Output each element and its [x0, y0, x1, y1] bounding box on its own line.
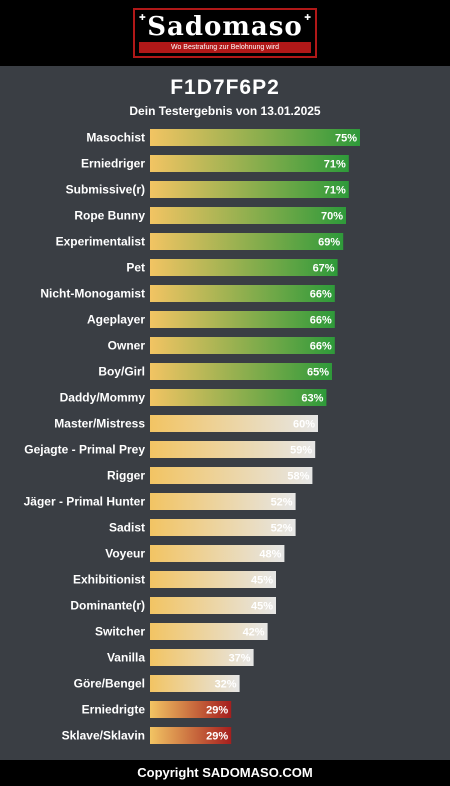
value-label: 70%	[321, 211, 343, 223]
category-label: Jäger - Primal Hunter	[24, 495, 146, 509]
category-label: Rope Bunny	[74, 209, 145, 223]
value-label: 71%	[324, 185, 346, 197]
value-label: 42%	[243, 627, 265, 639]
category-label: Ageplayer	[87, 313, 145, 327]
category-label: Rigger	[107, 469, 145, 483]
bar	[150, 285, 335, 302]
value-label: 63%	[301, 393, 323, 405]
result-title: F1D7F6P2	[170, 76, 280, 99]
category-label: Masochist	[86, 131, 145, 145]
site-logo[interactable]: ✚ Sadomaso ✚ Wo Bestrafung zur Belohnung…	[133, 8, 317, 58]
category-label: Nicht-Monogamist	[40, 287, 145, 301]
bar	[150, 337, 335, 354]
bar	[150, 415, 318, 432]
category-label: Pet	[126, 261, 145, 275]
bar	[150, 545, 285, 562]
bar	[150, 571, 276, 588]
bar	[150, 311, 335, 328]
category-label: Experimentalist	[56, 235, 145, 249]
category-label: Daddy/Mommy	[60, 391, 146, 405]
value-label: 52%	[271, 497, 293, 509]
bar	[150, 493, 296, 510]
value-label: 59%	[290, 445, 312, 457]
category-label: Owner	[108, 339, 146, 353]
logo-text: Sadomaso	[147, 12, 303, 42]
bar	[150, 181, 349, 198]
bar	[150, 701, 232, 718]
bar	[150, 363, 332, 380]
category-label: Submissive(r)	[66, 183, 145, 197]
category-label: Dominante(r)	[70, 599, 145, 613]
category-label: Erniedrigte	[82, 703, 146, 717]
category-label: Erniedriger	[81, 157, 145, 171]
value-label: 52%	[271, 523, 293, 535]
value-label: 45%	[251, 575, 273, 587]
bar	[150, 233, 344, 250]
value-label: 66%	[310, 315, 332, 327]
value-label: 71%	[324, 159, 346, 171]
bar	[150, 727, 232, 744]
logo-tagline: Wo Bestrafung zur Belohnung wird	[139, 42, 311, 53]
category-label: Vanilla	[107, 651, 145, 665]
category-label: Switcher	[95, 625, 145, 639]
bar	[150, 129, 360, 146]
value-label: 45%	[251, 601, 273, 613]
category-label: Gejagte - Primal Prey	[24, 443, 145, 457]
value-label: 29%	[206, 705, 228, 717]
category-label: Sklave/Sklavin	[62, 729, 145, 743]
bar	[150, 259, 338, 276]
value-label: 67%	[313, 263, 335, 275]
footer-copyright: Copyright SADOMASO.COM	[0, 760, 450, 786]
bar	[150, 389, 327, 406]
category-label: Master/Mistress	[54, 417, 145, 431]
value-label: 32%	[215, 679, 237, 691]
category-label: Boy/Girl	[98, 365, 145, 379]
result-subtitle: Dein Testergebnis von 13.01.2025	[129, 104, 321, 118]
bar	[150, 207, 346, 224]
value-label: 65%	[307, 367, 329, 379]
logo-ornament-icon: ✚	[139, 13, 146, 22]
bar	[150, 649, 254, 666]
value-label: 58%	[287, 471, 309, 483]
value-label: 66%	[310, 289, 332, 301]
bar	[150, 597, 276, 614]
bar	[150, 519, 296, 536]
value-label: 66%	[310, 341, 332, 353]
category-label: Voyeur	[105, 547, 145, 561]
value-label: 75%	[335, 133, 357, 145]
category-label: Exhibitionist	[73, 573, 145, 587]
value-label: 37%	[229, 653, 251, 665]
header-bar: ✚ Sadomaso ✚ Wo Bestrafung zur Belohnung…	[0, 0, 450, 66]
bar	[150, 441, 316, 458]
bar	[150, 675, 240, 692]
value-label: 69%	[318, 237, 340, 249]
value-label: 29%	[206, 731, 228, 743]
category-label: Sadist	[109, 521, 145, 535]
logo-ornament-icon: ✚	[304, 13, 311, 22]
bar	[150, 467, 313, 484]
bar	[150, 155, 349, 172]
category-label: Göre/Bengel	[74, 677, 145, 691]
value-label: 48%	[259, 549, 281, 561]
value-label: 60%	[293, 419, 315, 431]
bar	[150, 623, 268, 640]
